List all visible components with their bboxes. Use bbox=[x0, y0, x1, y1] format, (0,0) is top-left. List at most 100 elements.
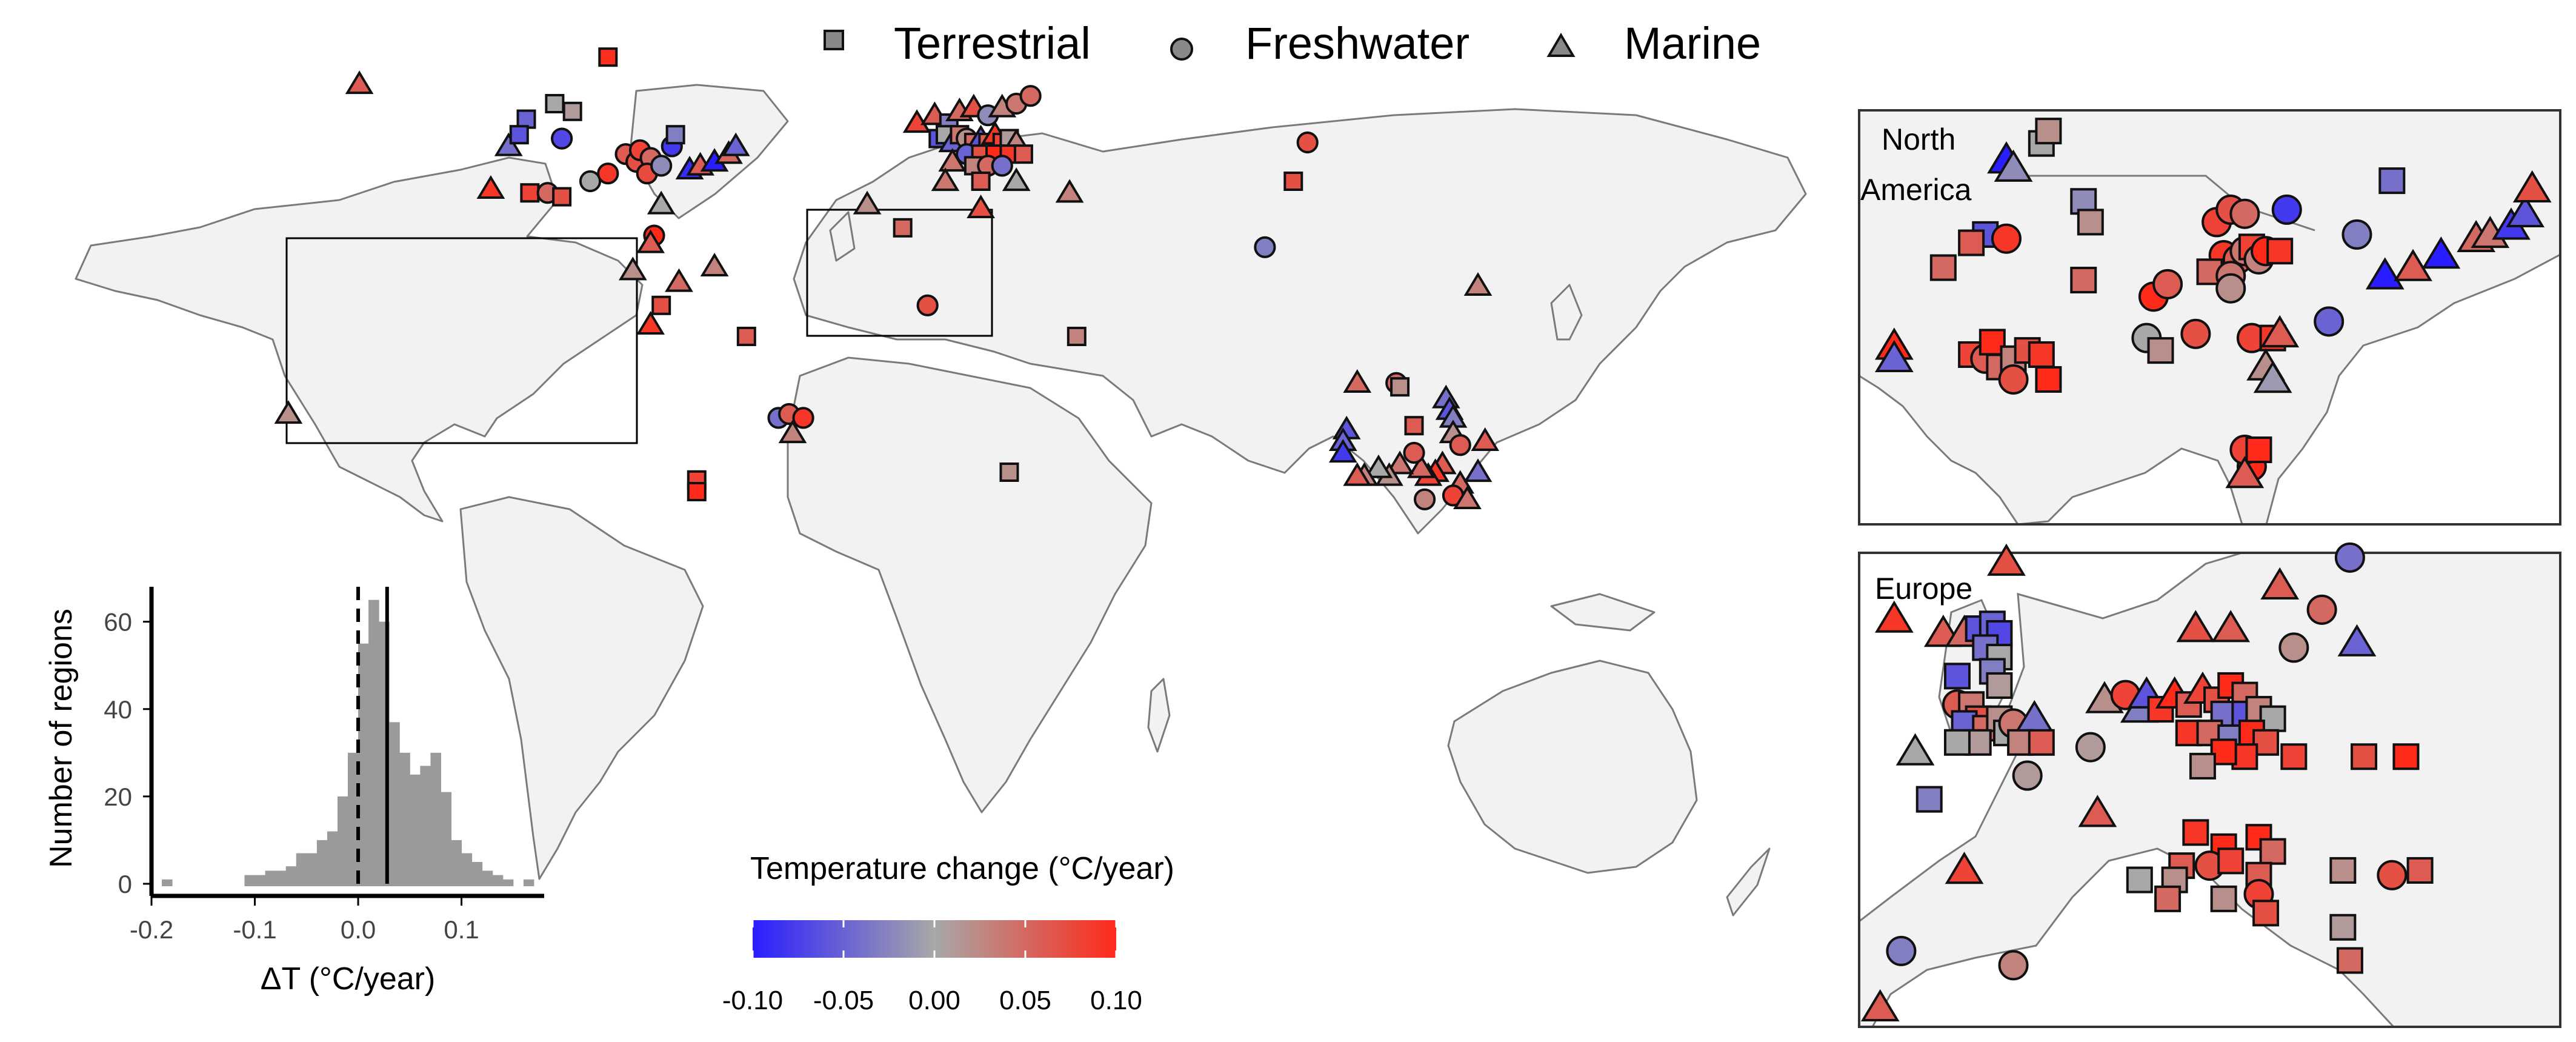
triangle-marker bbox=[1987, 543, 2026, 576]
legend-terrestrial-icon bbox=[824, 30, 844, 50]
square-marker bbox=[2147, 337, 2174, 364]
circle-marker bbox=[1449, 434, 1471, 456]
landmass-madagascar bbox=[1147, 678, 1171, 753]
square-marker bbox=[2245, 824, 2272, 851]
square-marker bbox=[2336, 947, 2363, 974]
square-marker bbox=[1390, 377, 1410, 397]
hist-y-label: Number of regions bbox=[44, 609, 79, 868]
circle-marker bbox=[2377, 860, 2408, 890]
hist-y-ticks: 0 20 40 60 bbox=[104, 608, 151, 898]
square-marker bbox=[2252, 900, 2280, 927]
triangle-marker bbox=[967, 195, 995, 218]
inset-europe: Europe bbox=[1858, 542, 2561, 1028]
square-marker bbox=[2077, 209, 2104, 236]
square-marker bbox=[2035, 118, 2062, 145]
circle-marker bbox=[2341, 219, 2372, 250]
square-marker bbox=[971, 172, 991, 191]
eu-extent-box bbox=[806, 209, 993, 337]
hist-x-label: ΔT (°C/year) bbox=[261, 961, 436, 997]
triangle-marker bbox=[1860, 989, 1900, 1021]
square-marker bbox=[893, 218, 913, 238]
triangle-marker bbox=[476, 175, 505, 199]
triangle-marker bbox=[2260, 567, 2300, 599]
square-marker bbox=[2210, 885, 2237, 912]
square-marker bbox=[1958, 229, 1985, 256]
square-marker bbox=[562, 101, 582, 121]
triangle-marker bbox=[938, 148, 967, 172]
triangle-marker bbox=[665, 268, 693, 292]
histogram-bar bbox=[523, 879, 534, 886]
circle-marker bbox=[1414, 488, 1436, 510]
world-map bbox=[75, 47, 1807, 917]
land-masses bbox=[75, 84, 1807, 917]
square-marker bbox=[1915, 786, 1943, 813]
triangle-marker bbox=[1994, 149, 2033, 182]
circle-marker bbox=[579, 170, 602, 193]
triangle-marker bbox=[1874, 339, 1914, 373]
triangle-marker bbox=[1471, 427, 1500, 451]
circle-marker bbox=[1886, 935, 1917, 966]
circle-marker bbox=[1254, 236, 1276, 258]
histogram-bar bbox=[255, 875, 266, 886]
colorbar-tick-label: 0.10 bbox=[1090, 986, 1142, 1015]
square-marker bbox=[1283, 172, 1303, 191]
histogram-bar bbox=[430, 752, 441, 886]
square-marker bbox=[2329, 857, 2357, 884]
triangle-marker bbox=[2176, 610, 2215, 643]
triangle-marker bbox=[1406, 454, 1436, 478]
square-marker bbox=[687, 482, 707, 501]
circle-marker bbox=[1403, 441, 1425, 464]
histogram-bar bbox=[389, 722, 400, 886]
triangle-marker bbox=[2394, 249, 2432, 281]
square-marker bbox=[2378, 167, 2406, 195]
legend-terrestrial-label: Terrestrial bbox=[894, 18, 1091, 68]
landmass-south-america bbox=[459, 496, 704, 880]
circle-marker bbox=[2012, 760, 2043, 791]
triangle-marker bbox=[1895, 733, 1935, 766]
y-tick-label: 0 bbox=[118, 870, 132, 898]
square-marker bbox=[2182, 819, 2209, 846]
legend-freshwater-label: Freshwater bbox=[1245, 18, 1469, 68]
triangle-marker bbox=[1328, 439, 1357, 463]
square-marker bbox=[2035, 366, 2062, 393]
square-marker bbox=[2154, 885, 2182, 912]
square-marker bbox=[651, 295, 671, 315]
triangle-marker bbox=[931, 167, 960, 192]
colorbar-title: Temperature change (°C/year) bbox=[750, 851, 1174, 886]
circle-marker bbox=[2314, 306, 2345, 337]
circle-marker bbox=[991, 155, 1013, 177]
square-marker bbox=[999, 463, 1019, 482]
circle-marker bbox=[650, 155, 673, 177]
landmass-eurasia bbox=[793, 108, 1807, 535]
histogram-bar bbox=[244, 875, 256, 886]
x-tick-label: 0.1 bbox=[444, 915, 479, 944]
square-marker bbox=[2266, 238, 2294, 265]
y-tick-label: 40 bbox=[104, 695, 132, 724]
histogram-bar bbox=[162, 879, 173, 886]
legend-marine-icon bbox=[1546, 33, 1576, 57]
triangle-marker bbox=[721, 132, 750, 156]
circle-marker bbox=[1998, 950, 2029, 981]
histogram-bar bbox=[348, 752, 359, 886]
triangle-marker bbox=[2421, 236, 2461, 269]
circle-marker bbox=[2152, 269, 2183, 299]
circle-marker bbox=[2278, 632, 2309, 663]
na-extent-box bbox=[285, 237, 638, 444]
square-marker bbox=[665, 125, 685, 145]
square-marker bbox=[2245, 436, 2272, 464]
circle-marker bbox=[2334, 542, 2365, 573]
triangle-marker bbox=[2337, 624, 2377, 656]
square-marker bbox=[2217, 847, 2245, 875]
landmass-japan bbox=[1550, 284, 1583, 341]
circle-marker bbox=[2075, 732, 2106, 763]
hist-x-ticks: -0.2 -0.1 0.0 0.1 bbox=[130, 896, 479, 944]
square-marker bbox=[2189, 752, 2216, 780]
triangle-marker bbox=[1055, 179, 1084, 203]
square-marker bbox=[1986, 672, 2013, 699]
x-tick-label: 0.0 bbox=[341, 915, 376, 944]
square-marker bbox=[736, 327, 756, 346]
histogram-bar bbox=[358, 643, 369, 886]
square-marker bbox=[1943, 663, 1971, 690]
triangle-marker bbox=[1463, 458, 1493, 483]
